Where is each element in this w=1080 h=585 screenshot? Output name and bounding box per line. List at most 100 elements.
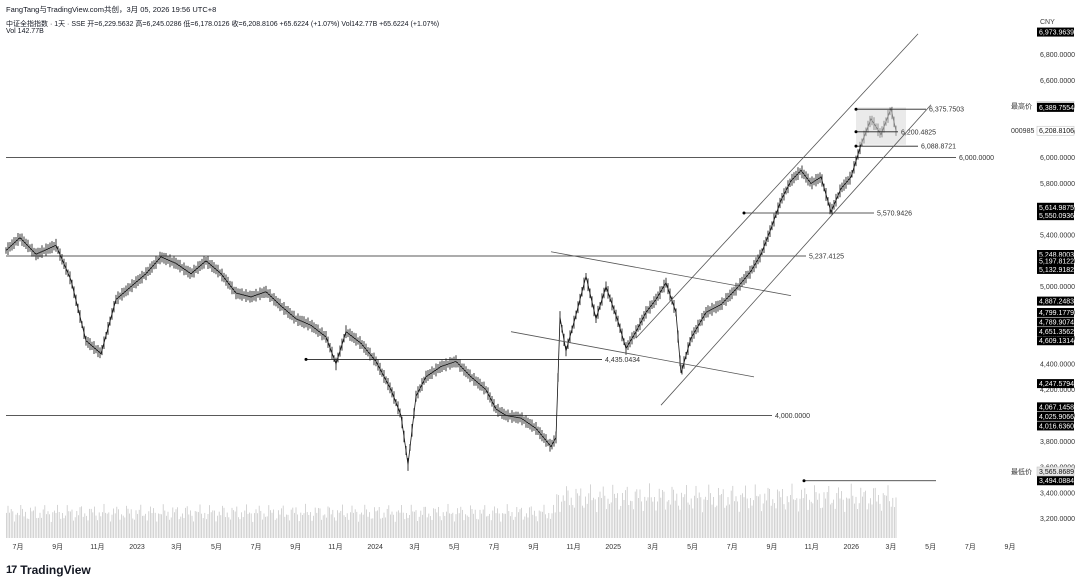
volume-bar (772, 499, 774, 538)
volume-bar (479, 509, 481, 538)
volume-bar (425, 506, 426, 538)
tradingview-logo[interactable]: 17 TradingView (6, 563, 91, 577)
volume-bar (495, 513, 497, 538)
volume-bar (276, 518, 278, 538)
volume-bar (476, 518, 478, 538)
volume-bar (348, 519, 350, 538)
volume-bar (695, 485, 697, 538)
volume-bar (500, 521, 502, 538)
volume-bar (882, 493, 884, 538)
volume-bar (577, 493, 578, 538)
volume-bar (20, 504, 22, 538)
volume-bar (650, 497, 652, 538)
volume-bar (287, 514, 289, 538)
x-tick-label: 11月 (804, 543, 818, 551)
volume-bar (143, 515, 145, 538)
range-box (856, 107, 906, 145)
volume-bar (530, 506, 532, 538)
volume-bar (194, 511, 196, 538)
volume-bar (764, 493, 766, 538)
volume-bar (282, 505, 284, 538)
volume-bar (318, 507, 319, 538)
volume-bar (863, 492, 865, 538)
trend-line (550, 251, 792, 296)
x-tick-label: 5月 (211, 543, 222, 551)
volume-bar (334, 517, 335, 538)
volume-bar (526, 513, 527, 538)
volume-bar (382, 517, 383, 538)
volume-bar (322, 515, 324, 538)
volume-bar (705, 496, 706, 538)
volume-bar (410, 504, 412, 538)
volume-bar (366, 509, 367, 538)
volume-bar (849, 498, 850, 538)
volume-bar (156, 521, 158, 538)
volume-bar (50, 521, 52, 538)
volume-bar (454, 521, 455, 538)
volume-bar (884, 495, 886, 538)
volume-bar (361, 512, 362, 538)
volume-bar (887, 485, 889, 538)
volume-bar (874, 487, 876, 538)
x-tick-label: 3月 (171, 543, 182, 551)
volume-bar (198, 512, 199, 538)
volume-bar (766, 500, 767, 538)
volume-bar (167, 511, 169, 538)
price-tag (1037, 264, 1074, 274)
volume-bars (6, 483, 897, 538)
volume-bar (895, 497, 897, 538)
x-tick-label: 3月 (886, 543, 897, 551)
volume-bar (625, 490, 626, 538)
volume-bar (262, 519, 263, 538)
chart-title: FangTang与TradingView.com共创，3月 05, 2026 1… (6, 5, 217, 14)
volume-bar (444, 515, 446, 538)
level-anchor (854, 107, 858, 111)
volume-bar (578, 495, 580, 538)
volume-bar (490, 520, 492, 538)
volume-bar (310, 512, 311, 538)
volume-bar (594, 499, 596, 538)
volume-bar (271, 512, 273, 538)
level-anchor (854, 130, 858, 134)
volume-bar (303, 513, 305, 538)
volume-bar (281, 508, 282, 538)
volume-bar (828, 485, 830, 538)
volume-bar (438, 506, 439, 538)
volume-bar (583, 507, 585, 538)
volume-bar (146, 520, 148, 538)
volume-bar (170, 517, 172, 538)
volume-bar (383, 512, 385, 538)
volume-bar (47, 511, 49, 538)
price-tag (1037, 317, 1074, 327)
volume-bar (60, 518, 62, 538)
volume-bar (844, 511, 846, 538)
trend-line (635, 33, 919, 339)
volume-bar (329, 507, 330, 538)
volume-bar (14, 521, 15, 538)
volume-bar (673, 489, 674, 538)
volume-bar (41, 517, 42, 538)
volume-bar (415, 510, 417, 538)
x-tick-label: 5月 (687, 543, 698, 551)
volume-bar (201, 513, 202, 538)
volume-bar (786, 496, 788, 538)
volume-bar (258, 505, 260, 538)
volume-bar (750, 497, 751, 538)
volume-bar (590, 484, 591, 538)
volume-bar (596, 512, 598, 538)
volume-bar (119, 519, 121, 538)
price-axis: 3,200.00003,400.00003,600.00003,800.0000… (1040, 52, 1075, 523)
volume-bar (215, 521, 217, 538)
volume-bar (580, 488, 582, 538)
volume-bar (553, 504, 554, 538)
volume-bar (511, 512, 513, 538)
x-tick-label: 11月 (566, 543, 580, 551)
volume-bar (439, 516, 441, 538)
volume-bar (398, 510, 399, 538)
volume-bar (433, 508, 434, 538)
volume-bar (172, 507, 174, 538)
volume-bar (569, 505, 570, 538)
volume-bar (28, 518, 30, 538)
volume-bar (255, 509, 257, 538)
